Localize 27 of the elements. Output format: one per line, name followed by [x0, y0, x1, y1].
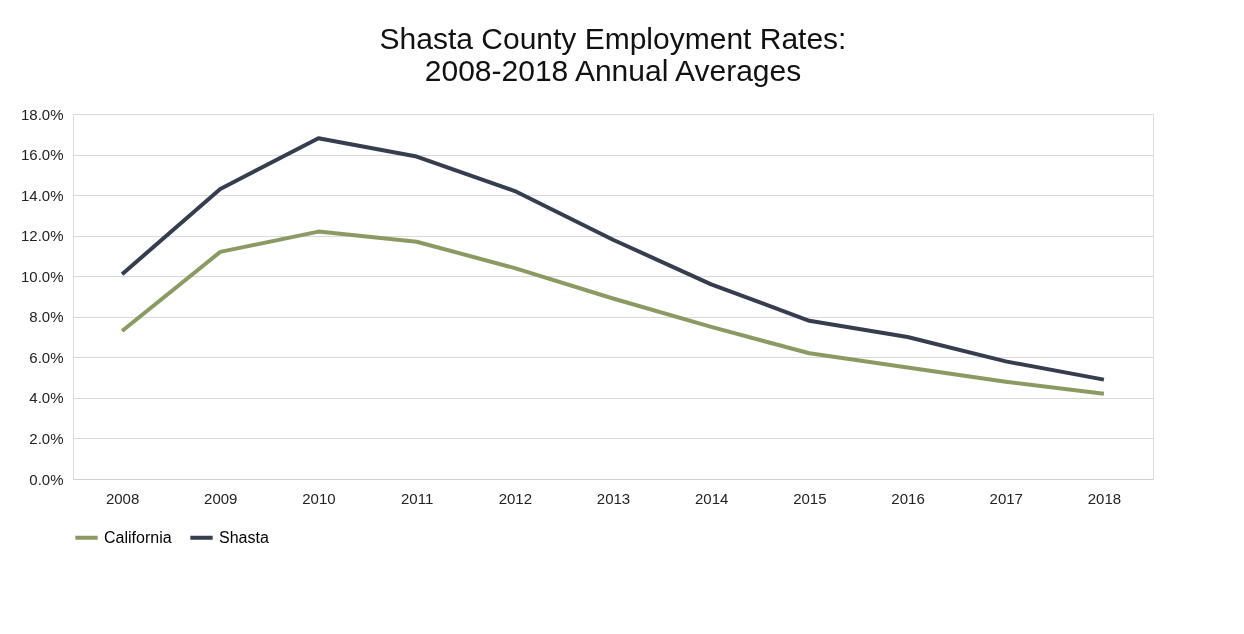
- y-tick-label: 12.0%: [20, 227, 64, 245]
- y-tick-label: 6.0%: [29, 348, 64, 366]
- line-series: [120, 229, 1106, 396]
- y-tick-label: 8.0%: [29, 308, 64, 326]
- x-tick-label: 2013: [596, 489, 631, 507]
- legend-label: California: [104, 528, 172, 546]
- x-tick-label: 2018: [1087, 489, 1122, 507]
- line-series: [120, 136, 1106, 382]
- legend-label: Shasta: [219, 528, 269, 546]
- x-tick-label: 2016: [891, 489, 925, 507]
- y-tick-label: 14.0%: [20, 186, 64, 204]
- x-tick-label: 2010: [302, 489, 336, 507]
- y-tick-label: 4.0%: [29, 389, 64, 407]
- x-tick-label: 2008: [105, 489, 140, 507]
- x-tick-label: 2011: [401, 489, 434, 507]
- x-tick-label: 2015: [793, 489, 827, 507]
- x-tick-label: 2009: [204, 489, 238, 507]
- y-tick-label: 0.0%: [29, 470, 64, 488]
- text: Shasta County Employment Rates:: [379, 22, 847, 55]
- x-tick-label: 2012: [498, 489, 533, 507]
- x-tick-label: 2017: [989, 489, 1023, 507]
- y-tick-label: 2.0%: [29, 429, 64, 447]
- y-tick-label: 18.0%: [20, 105, 64, 123]
- text: 2008-2018 Annual Averages: [424, 54, 802, 87]
- y-tick-label: 10.0%: [20, 267, 64, 285]
- y-tick-label: 16.0%: [20, 146, 64, 164]
- x-tick-label: 2014: [694, 489, 729, 507]
